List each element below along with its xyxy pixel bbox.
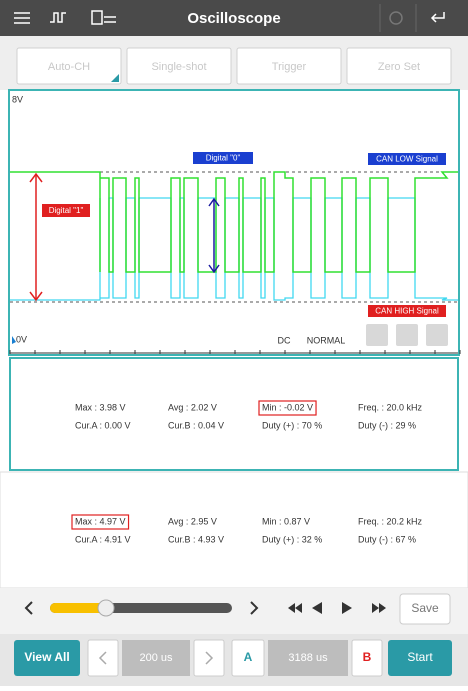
scale-bottom: 0V — [16, 334, 27, 344]
waveform-high — [10, 171, 458, 273]
save-button[interactable] — [399, 593, 451, 625]
cursor-b: B — [363, 650, 372, 664]
stat-value: Max : 3.98 V — [75, 402, 126, 412]
stat-value: Cur.B : 0.04 V — [168, 420, 224, 430]
zoom-button[interactable] — [396, 324, 418, 346]
view-all-button[interactable] — [14, 640, 80, 676]
blue-arrow — [208, 197, 220, 274]
stats-panel[interactable] — [9, 357, 459, 471]
toolbar-label: Auto-CH — [48, 61, 90, 73]
stat-value: Min : -0.02 V — [262, 402, 313, 412]
stat-value: Duty (-) : 67 % — [358, 534, 416, 544]
stat-value: Duty (-) : 29 % — [358, 420, 416, 430]
label-bg — [368, 153, 446, 165]
stat-value: Min : 0.87 V — [262, 516, 310, 526]
cursor-a: A — [244, 650, 253, 664]
zoom-button[interactable] — [366, 324, 388, 346]
stat-value: Freq. : 20.0 kHz — [358, 402, 423, 412]
cursor-a-button[interactable] — [231, 639, 265, 677]
stat-value: Duty (+) : 70 % — [262, 420, 322, 430]
toolbar-label: Trigger — [272, 61, 307, 73]
stat-value: Duty (+) : 32 % — [262, 534, 322, 544]
header-icons[interactable] — [14, 10, 445, 25]
chevron — [205, 651, 214, 665]
stat-value: Avg : 2.02 V — [168, 402, 217, 412]
toolbar-button[interactable] — [346, 47, 452, 85]
stats-panel[interactable] — [0, 471, 468, 589]
dropdown-corner — [111, 74, 119, 82]
stat-value: Max : 4.97 V — [75, 516, 126, 526]
time-inc-button[interactable] — [193, 639, 225, 677]
start-label: Start — [407, 650, 433, 664]
trigger-mode: NORMAL — [307, 335, 346, 345]
toolbar-label: Zero Set — [378, 61, 420, 73]
slider-knob[interactable] — [97, 599, 115, 617]
toolbar-button[interactable] — [236, 47, 342, 85]
toolbar-button[interactable] — [16, 47, 122, 85]
cursor-time-box — [268, 640, 348, 676]
stat-value: Cur.A : 4.91 V — [75, 534, 131, 544]
cursor-b-button[interactable] — [351, 639, 383, 677]
next-button[interactable] — [250, 601, 259, 615]
title: Oscilloscope — [187, 10, 280, 27]
zoom-button[interactable] — [426, 324, 448, 346]
toolbar-label: Single-shot — [151, 61, 206, 73]
prev-button[interactable] — [24, 601, 33, 615]
save-label: Save — [411, 601, 439, 615]
toolbar-button[interactable] — [126, 47, 232, 85]
annotation: CAN HIGH Signal — [375, 307, 439, 316]
slider-fill — [50, 603, 106, 613]
highlight-box — [71, 514, 130, 530]
stat-value: Freq. : 20.2 kHz — [358, 516, 423, 526]
annotation: CAN LOW Signal — [376, 155, 438, 164]
annotation: Digital "0" — [206, 154, 241, 163]
chevron — [98, 651, 107, 665]
ground-marker — [12, 336, 16, 344]
start-button[interactable] — [388, 640, 452, 676]
label-bg — [193, 152, 253, 164]
view-all-label: View All — [24, 650, 69, 664]
scale-top: 8V — [12, 94, 23, 104]
coupling: DC — [278, 335, 291, 345]
label-bg — [42, 204, 90, 217]
label-bg — [368, 305, 446, 317]
red-arrow — [29, 172, 43, 302]
time-dec-button[interactable] — [87, 639, 119, 677]
transport[interactable] — [288, 602, 386, 614]
stat-value: Cur.B : 4.93 V — [168, 534, 224, 544]
time-div-box — [122, 640, 190, 676]
stat-value: Cur.A : 0.00 V — [75, 420, 131, 430]
time-div: 200 us — [139, 652, 173, 664]
stat-value: Avg : 2.95 V — [168, 516, 217, 526]
annotation: Digital "1" — [49, 206, 84, 215]
highlight-box — [258, 400, 317, 416]
cursor-time: 3188 us — [288, 652, 328, 664]
